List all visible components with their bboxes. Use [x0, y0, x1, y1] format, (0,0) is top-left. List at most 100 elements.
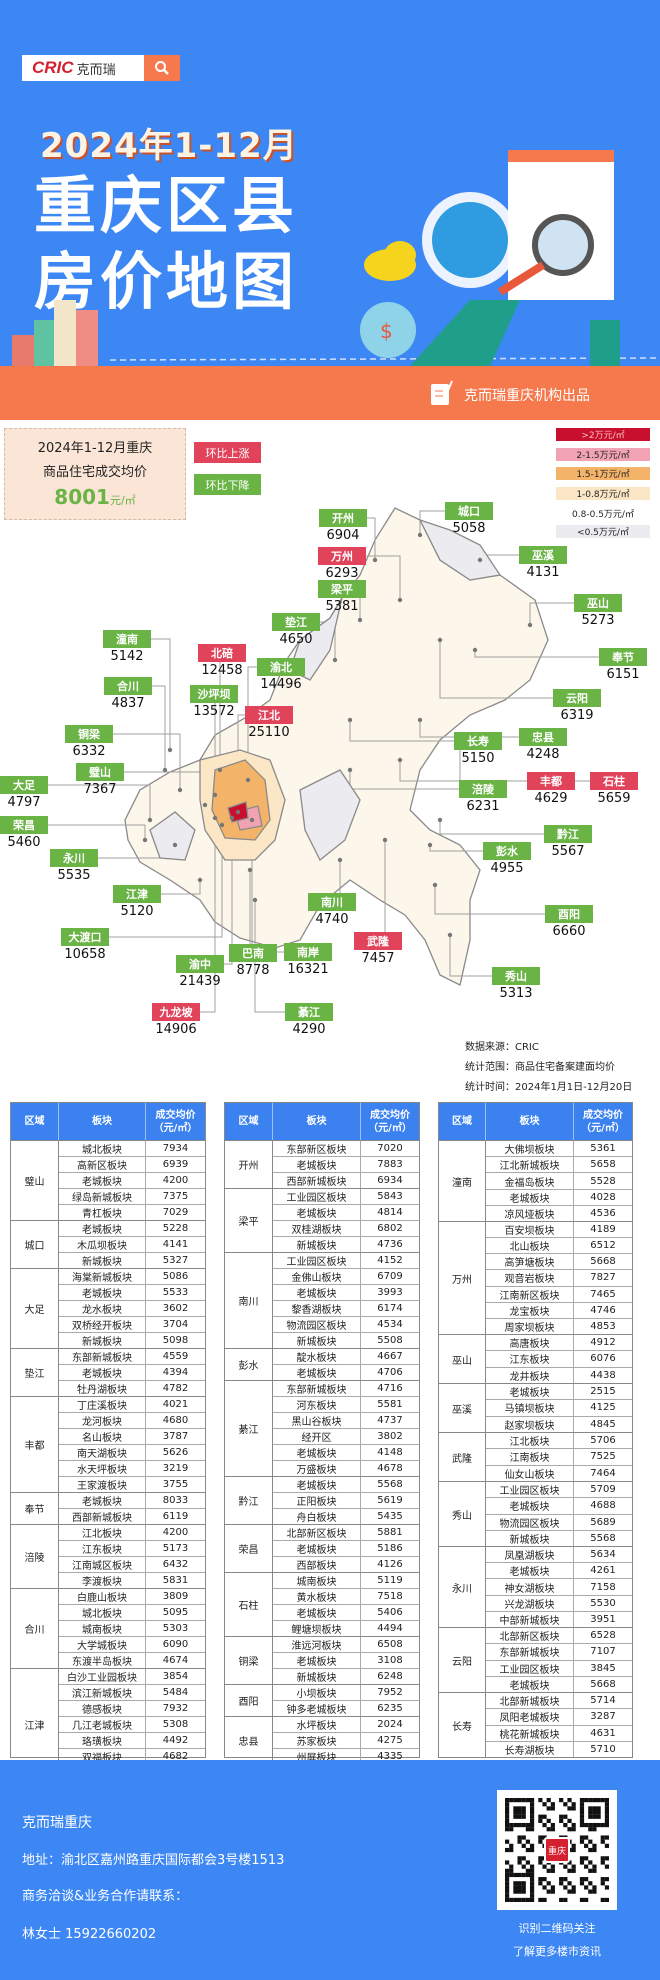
district-dot — [142, 837, 148, 843]
district-label: 长寿 5150 — [454, 732, 502, 766]
table-row: 高笋塘板块 5668 — [486, 1253, 632, 1270]
district-price: 21439 — [179, 974, 221, 989]
district-group: 忠县 水坪板块 2024 苏家板块 4275 州屏板块 4335 — [225, 1716, 419, 1764]
table-row: 马镇坝板块 4125 — [486, 1399, 632, 1416]
district-dot — [397, 597, 403, 603]
table-row: 老城板块 4148 — [273, 1444, 419, 1460]
table-row: 新城板块 4736 — [273, 1236, 419, 1252]
district-price: 6332 — [72, 744, 106, 759]
district-group: 涪陵 江北板块 4200 江东板块 5173 江南城区板块 6432 李渡板块 5831 — [11, 1524, 205, 1588]
table-row: 几江老城板块 5308 — [59, 1716, 205, 1732]
district-label: 万州 6293 — [318, 547, 366, 581]
district-name: 奉节 — [599, 648, 647, 666]
district-label: 彭水 4955 — [483, 842, 531, 876]
district-label: 云阳 6319 — [553, 689, 601, 723]
district-dot — [247, 867, 253, 873]
district-label: 渝北 14496 — [257, 658, 305, 692]
district-name: 城口 — [445, 502, 493, 520]
district-label: 铜梁 6332 — [65, 725, 113, 759]
district-cell: 綦江 — [225, 1381, 273, 1476]
district-label: 秀山 5313 — [492, 967, 540, 1001]
district-cell: 云阳 — [439, 1628, 486, 1692]
district-dot — [147, 817, 153, 823]
district-cell: 万州 — [439, 1222, 486, 1334]
cloud-icon — [364, 241, 416, 281]
district-group: 綦江 东部新城板块 4716 河东板块 5581 黑山谷板块 4737 经开区 3802 老城板块… — [225, 1380, 419, 1476]
table-row: 工业园区板块 5709 — [486, 1482, 632, 1498]
qr-caption-2: 了解更多楼市资讯 — [513, 1945, 601, 1958]
district-dot — [527, 622, 533, 628]
district-group: 巫山 高唐板块 4912 江东板块 6076 龙井板块 4438 — [439, 1334, 632, 1383]
region-wuxi — [418, 518, 502, 581]
district-group: 垫江 东部新城板块 4559 老城板块 4394 牡丹湖板块 4782 — [11, 1348, 205, 1396]
district-name: 丰都 — [527, 772, 575, 790]
district-price: 5313 — [499, 986, 533, 1001]
district-group: 彭水 靛水板块 4667 老城板块 4706 — [225, 1348, 419, 1380]
district-dot — [219, 822, 225, 828]
district-dot — [447, 932, 453, 938]
district-dot — [202, 802, 208, 808]
qr-code[interactable]: 重庆 — [497, 1790, 617, 1910]
district-cell: 忠县 — [225, 1717, 273, 1764]
district-group: 酉阳 小坝板块 7952 钟多老城板块 6235 — [225, 1684, 419, 1716]
district-label: 綦江 4290 — [285, 1003, 333, 1037]
district-group: 秀山 工业园区板块 5709 老城板块 4688 物流园区板块 5689 新城板块 5568 — [439, 1481, 632, 1546]
table-row: 赵家坝板块 4845 — [486, 1415, 632, 1432]
table-row: 北部新城板块 5714 — [486, 1693, 632, 1709]
district-cell: 长寿 — [439, 1693, 486, 1757]
district-name: 江津 — [113, 885, 161, 903]
district-name: 綦江 — [285, 1003, 333, 1021]
illustration: $ — [12, 150, 660, 366]
price-table: 区域 板块 成交均价 （元/㎡） 璧山 城北板块 7934 高新区板块 6939 老城板块 4200… — [10, 1102, 206, 1780]
leader-line — [439, 640, 577, 699]
district-name: 荣昌 — [0, 816, 48, 834]
district-price: 7367 — [83, 782, 117, 797]
note-period: 统计时间：2024年1月1日-12月20日 — [465, 1082, 633, 1093]
district-label: 奉节 6151 — [599, 648, 647, 682]
legend-item: <0.5万元/㎡ — [556, 525, 650, 538]
table-row: 滨江新城板块 5484 — [59, 1684, 205, 1700]
table-row: 新城板块 6248 — [273, 1668, 419, 1684]
cric-logo: CRIC 克而瑞 — [22, 55, 180, 81]
district-label: 合川 4837 — [104, 677, 152, 711]
district-label: 永川 5535 — [50, 849, 98, 883]
table-row: 长寿湖板块 5710 — [486, 1740, 632, 1757]
table-row: 州屏板块 4335 — [273, 1748, 419, 1764]
district-group: 荣昌 北部新区板块 5881 老城板块 5186 西部板块 4126 — [225, 1524, 419, 1572]
leader-line — [89, 733, 181, 790]
district-name: 长寿 — [454, 732, 502, 750]
district-dot — [382, 837, 388, 843]
table-row: 凤阳老城板块 3287 — [486, 1708, 632, 1725]
district-name: 永川 — [50, 849, 98, 867]
district-price: 4740 — [315, 912, 349, 927]
table-header: 区域 板块 成交均价 （元/㎡） — [11, 1103, 205, 1140]
search-icon[interactable] — [144, 55, 180, 81]
table-row: 江南板块 7525 — [486, 1448, 632, 1465]
district-dot — [427, 842, 433, 848]
district-price: 5460 — [7, 835, 41, 850]
table-row: 工业园区板块 5843 — [273, 1189, 419, 1204]
district-name: 涪陵 — [459, 780, 507, 798]
table-row: 江东板块 5173 — [59, 1540, 205, 1556]
money-hand-icon — [360, 302, 416, 358]
district-name: 彭水 — [483, 842, 531, 860]
district-group: 黔江 老城板块 5568 正阳板块 5619 舟白板块 5435 — [225, 1476, 419, 1524]
district-cell: 梁平 — [225, 1189, 273, 1252]
district-label: 北碚 12458 — [198, 644, 246, 678]
district-label: 巫山 5273 — [574, 594, 622, 628]
hand-illustration — [410, 300, 520, 366]
district-group: 开州 东部新区板块 7020 老城板块 7883 西部新城板块 6934 — [225, 1140, 419, 1188]
price-table: 区域 板块 成交均价 （元/㎡） 开州 东部新区板块 7020 老城板块 7883 西部新城板块 6… — [224, 1102, 420, 1764]
table-row: 龙水板块 3602 — [59, 1300, 205, 1316]
district-name: 璧山 — [76, 763, 124, 781]
legend-item: >2万元/㎡ — [556, 428, 650, 441]
district-price: 4131 — [526, 565, 560, 580]
table-row: 江南城区板块 6432 — [59, 1556, 205, 1572]
district-label: 丰都 4629 — [527, 772, 575, 806]
district-price: 4629 — [534, 791, 568, 806]
table-row: 双桥经开板块 3704 — [59, 1316, 205, 1332]
district-dot — [477, 557, 483, 563]
district-cell: 大足 — [11, 1269, 59, 1348]
district-name: 秀山 — [492, 967, 540, 985]
average-price: 8001元/㎡ — [54, 485, 136, 509]
